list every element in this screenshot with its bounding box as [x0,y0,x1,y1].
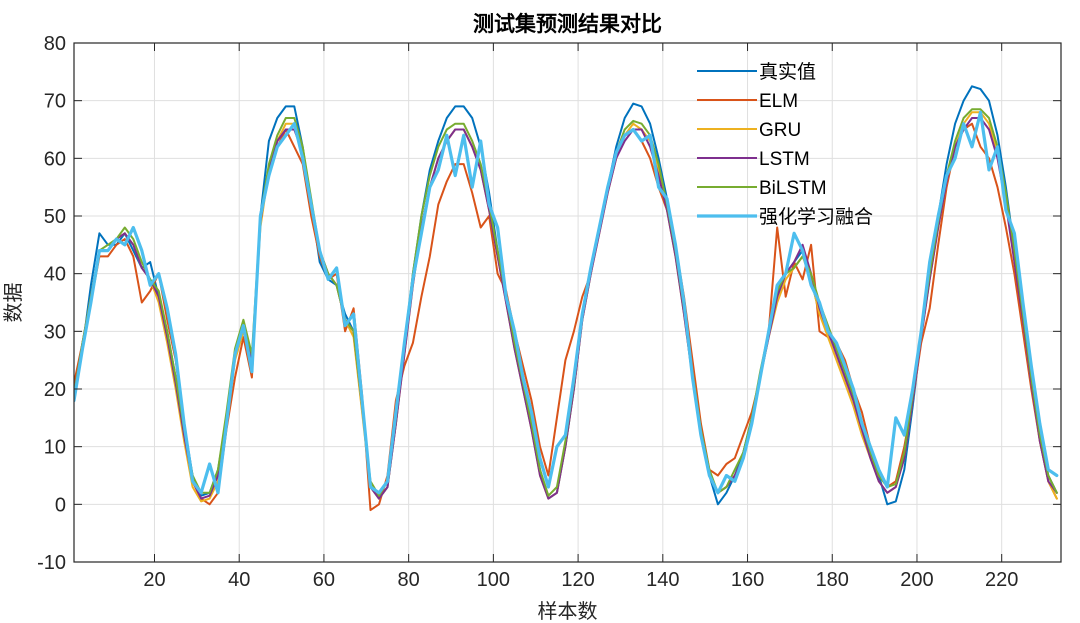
x-tick-label: 180 [816,569,849,591]
y-tick-label: 0 [55,494,66,516]
y-tick-label: 70 [44,91,66,113]
x-tick-label: 80 [398,569,420,591]
series-layer [74,85,1059,512]
legend-label-5: 强化学习融合 [759,206,873,228]
y-tick-label: -10 [37,552,66,574]
series-line-1 [74,122,1058,512]
y-tick-label: 80 [44,33,66,55]
legend-label-4: BiLSTM [759,178,827,199]
legend-label-3: LSTM [759,149,810,170]
x-tick-label: 160 [731,569,764,591]
plot-background [74,43,1061,562]
x-tick-label: 120 [561,569,594,591]
series-line-5 [74,110,1059,495]
x-tick-label: 60 [313,569,335,591]
x-tick-label: 20 [143,569,165,591]
y-tick-label: 40 [44,264,66,286]
y-tick-label: 60 [44,148,66,170]
x-tick-label: 140 [646,569,679,591]
x-axis-title: 样本数 [538,599,598,623]
y-tick-label: 20 [44,379,66,401]
axis-ticks: 20 40 60 80 100 120 140 160 180 200 220 -10 0 10 20 30 4… [37,33,1061,591]
y-tick-label: 30 [44,321,66,343]
x-tick-label: 200 [900,569,933,591]
x-tick-label: 100 [477,569,510,591]
legend: 真实值 ELM GRU LSTM BiLSTM 强化学习融合 [697,61,873,228]
y-tick-label: 50 [44,206,66,228]
y-tick-label: 10 [44,437,66,459]
chart-title: 测试集预测结果对比 [473,12,662,36]
legend-label-2: GRU [759,120,801,141]
legend-label-1: ELM [759,91,798,112]
plot-frame [73,42,1062,563]
x-tick-label: 40 [228,569,250,591]
legend-label-0: 真实值 [759,61,816,83]
x-tick-label: 220 [985,569,1018,591]
y-axis-title: 数据 [1,283,25,323]
series-line-4 [74,108,1058,497]
